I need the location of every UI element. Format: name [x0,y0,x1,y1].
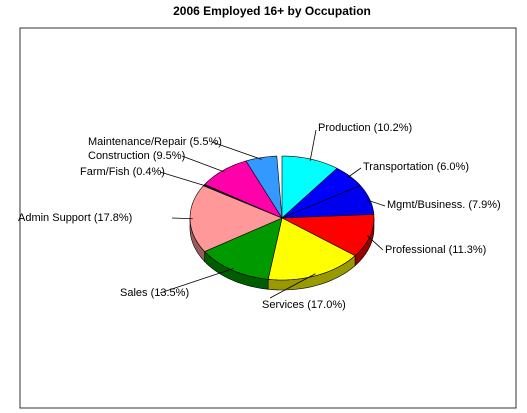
leader-line [269,273,316,299]
chart-title: 2006 Employed 16+ by Occupation [173,4,371,18]
category-label: Services [262,299,305,311]
leader-line [171,217,193,220]
slice-label: Maintenance/Repair (5.5%) [88,136,222,148]
value-label: (7.9%) [468,199,500,211]
leader-line [159,268,234,294]
leader-line [211,141,262,160]
value-label: (17.0%) [307,299,346,311]
slice [280,214,375,257]
leader-line [159,171,207,187]
value-label: (5.5%) [190,136,222,148]
category-label: Maintenance/Repair [88,136,187,148]
category-label: Production [318,122,371,134]
slice-label: Sales (13.5%) [120,287,189,299]
category-label: Admin Support [18,212,91,224]
slice [245,155,283,219]
slice-label: Professional (11.3%) [385,244,486,256]
slice [204,217,283,280]
value-label: (13.5%) [151,287,190,299]
slice-label: Transportation (6.0%) [363,161,469,173]
slice-label: Construction (9.5%) [88,150,185,162]
leader-line [367,199,386,207]
value-label: (0.4%) [133,166,165,178]
category-label: Construction [88,150,150,162]
value-label: (11.3%) [449,244,487,256]
slice [281,185,375,219]
slice-label: Admin Support (17.8%) [18,212,132,224]
slice-label: Farm/Fish (0.4%) [80,166,165,178]
leader-line [367,235,384,251]
value-label: (9.5%) [153,150,185,162]
slice [204,160,283,219]
category-label: Sales [120,287,148,299]
slice [267,217,356,281]
category-label: Mgmt/Business. [387,199,465,211]
slice-label: Services (17.0%) [262,299,346,311]
leader-line [181,155,225,173]
slice [281,155,338,219]
value-label: (17.8%) [94,212,133,224]
value-label: (6.0%) [437,161,469,173]
value-label: (10.2%) [374,122,413,134]
slice-label: Mgmt/Business. (7.9%) [387,199,501,211]
leader-line [309,129,317,161]
category-label: Professional [385,244,446,256]
slice-label: Production (10.2%) [318,122,412,134]
category-label: Farm/Fish [80,166,130,178]
leader-line [347,167,362,178]
category-label: Transportation [363,161,434,173]
